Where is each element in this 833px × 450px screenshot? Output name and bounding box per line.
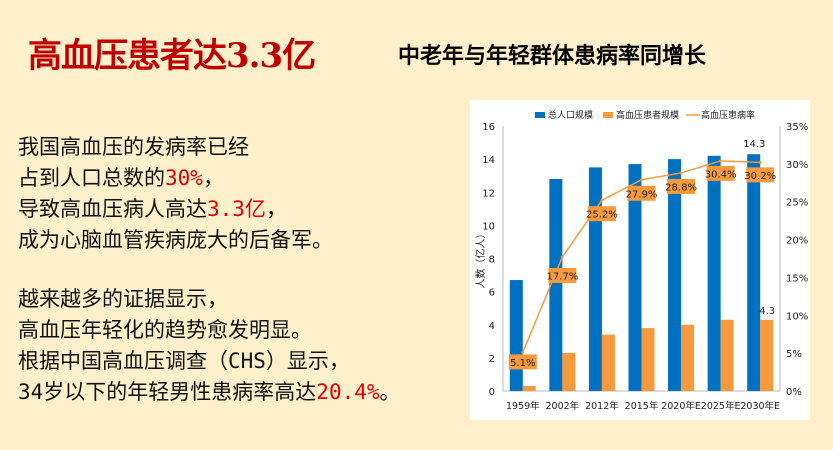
bar-patients [641,328,655,391]
text: 成为心脑血管疾病庞大的后备军。 [18,228,333,252]
chart: 0 2 4 6 8 10 12 14 16 0% 5% 10% 15% 20% 25% 30% 35% 人数（亿人… [470,100,810,420]
y-tick-label: 12 [482,188,495,199]
page-title: 高血压患者达3.3亿 [28,36,316,76]
rate-label: 30.2% [744,171,776,182]
rate-point [719,159,723,163]
text: 越来越多的证据显示， [18,287,228,311]
bar-population [628,164,642,391]
punctuation: ， [265,197,287,221]
body-text: 我国高血压的发病率已经 占到人口总数的30%， 导致高血压病人高达3.3亿， 成为心脑… [18,132,401,436]
rate-point [560,255,564,259]
y2-tick-label: 20% [786,236,808,247]
rate-label: 30.4% [705,169,737,180]
y2-tick-label: 30% [786,160,808,171]
punctuation: ， [202,166,224,190]
y2-tick-label: 5% [786,349,802,360]
legend-label: 高血压患病率 [701,109,755,121]
y-tick-label: 8 [489,255,495,266]
y-tick-label: 6 [489,288,495,299]
text-line: 我国高血压的发病率已经 [18,132,401,163]
bar-population [588,167,602,391]
legend-swatch [535,112,545,118]
rate-point [600,198,604,202]
bar-population [747,154,761,391]
text: 导致高血压病人高达 [18,197,207,221]
text: 34岁以下的年轻男性患病率高达 [18,380,317,404]
bar-population [509,280,523,391]
bar-population [707,155,721,391]
rate-point [758,160,762,164]
bar-patients [760,319,774,391]
legend-label: 总人口规模 [548,109,593,121]
rate-label: 25.2% [586,210,618,221]
highlight-value: 20.4% [316,380,380,404]
bar-patients [522,386,536,391]
rate-label: 17.7% [546,271,578,282]
rate-label-box [746,167,775,183]
text: 占到人口总数的 [18,166,165,190]
text-line: 根据中国高血压调查（CHS）显示， [18,346,401,377]
bar-patients [720,319,734,391]
bar-patients [681,324,695,391]
punctuation: 。 [379,380,401,404]
rate-label: 5.1% [510,358,535,369]
x-tick-label: 2015年 [625,400,659,412]
x-tick-label: 2030年E [740,400,780,412]
annotation-population: 14.3 [743,139,765,150]
bar-patients [601,334,615,391]
x-tick-label: 2020年E [661,400,701,412]
paragraph-1: 我国高血压的发病率已经 占到人口总数的30%， 导致高血压病人高达3.3亿， 成为心脑… [18,132,401,256]
y2-tick-label: 15% [786,273,808,284]
rate-label-box [587,206,616,222]
text: 高血压年轻化的趋势愈发明显。 [18,318,312,342]
rate-point [521,350,525,354]
x-tick-label: 2012年 [585,400,619,412]
y-tick-label: 0 [489,387,495,398]
y2-tick-label: 25% [786,198,808,209]
rate-label-box [508,354,537,370]
rate-label-box [627,185,656,201]
rate-label: 28.8% [665,182,697,193]
x-tick-label: 1959年 [506,400,540,412]
annotation-patients: 4.3 [759,306,775,317]
highlight-value: 30% [165,166,203,190]
highlight-value: 3.3亿 [207,197,266,221]
text-line: 导致高血压病人高达3.3亿， [18,194,401,225]
y-tick-label: 10 [482,221,495,232]
y-axis-label: 人数（亿人） [474,229,487,289]
y-tick-label: 14 [482,155,495,166]
y2-tick-label: 10% [786,311,808,322]
rate-point [640,178,643,182]
text: 根据中国高血压调查（CHS）显示， [18,349,350,373]
legend-swatch [603,112,613,118]
x-tick-label: 2025年E [701,400,741,412]
bar-population [668,159,682,391]
y2-tick-label: 35% [786,122,808,133]
x-tick-label: 2002年 [546,400,580,412]
text-line: 高血压年轻化的趋势愈发明显。 [18,315,401,346]
rate-label-box [548,267,577,283]
rate-label-box [667,178,696,194]
bar-patients [562,352,576,391]
legend-label: 高血压患者规模 [616,109,679,121]
text-line: 占到人口总数的30%， [18,163,401,194]
page-subtitle: 中老年与年轻群体患病率同增长 [398,44,707,69]
y-tick-label: 2 [489,354,495,365]
y-tick-label: 16 [482,122,495,133]
text-line: 34岁以下的年轻男性患病率高达20.4%。 [18,377,401,408]
rate-label: 27.9% [626,189,658,200]
text-line: 成为心脑血管疾病庞大的后备军。 [18,225,401,256]
chart-svg: 0 2 4 6 8 10 12 14 16 0% 5% 10% 15% 20% 25% 30% 35% 人数（亿人… [474,109,808,412]
y-tick-label: 4 [489,321,495,332]
rate-point [679,171,683,175]
y2-tick-label: 0% [786,387,802,398]
bar-population [549,179,563,391]
rate-label-box [706,165,735,181]
paragraph-2: 越来越多的证据显示， 高血压年轻化的趋势愈发明显。根据中国高血压调查（CHS）显示… [18,284,401,408]
text: 我国高血压的发病率已经 [18,135,249,159]
text-line: 越来越多的证据显示， [18,284,401,315]
